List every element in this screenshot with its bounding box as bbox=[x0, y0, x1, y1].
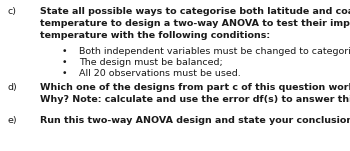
Text: Which one of the designs from part c of this question works?: Which one of the designs from part c of … bbox=[40, 83, 350, 92]
Text: temperature to design a two-way ANOVA to test their impact on costal air: temperature to design a two-way ANOVA to… bbox=[40, 19, 350, 28]
Text: temperature with the following conditions:: temperature with the following condition… bbox=[40, 31, 270, 40]
Text: State all possible ways to categorise both latitude and coastal ocean surface: State all possible ways to categorise bo… bbox=[40, 7, 350, 16]
Text: Why? Note: calculate and use the error df(s) to answer this question.: Why? Note: calculate and use the error d… bbox=[40, 95, 350, 104]
Text: Both independent variables must be changed to categories;: Both independent variables must be chang… bbox=[79, 47, 350, 56]
Text: •: • bbox=[61, 47, 67, 56]
Text: c): c) bbox=[7, 7, 16, 16]
Text: The design must be balanced;: The design must be balanced; bbox=[79, 58, 223, 67]
Text: •: • bbox=[61, 69, 67, 79]
Text: Run this two-way ANOVA design and state your conclusion.: Run this two-way ANOVA design and state … bbox=[40, 116, 350, 125]
Text: All 20 observations must be used.: All 20 observations must be used. bbox=[79, 69, 240, 79]
Text: •: • bbox=[61, 58, 67, 67]
Text: e): e) bbox=[7, 116, 17, 125]
Text: d): d) bbox=[7, 83, 17, 92]
